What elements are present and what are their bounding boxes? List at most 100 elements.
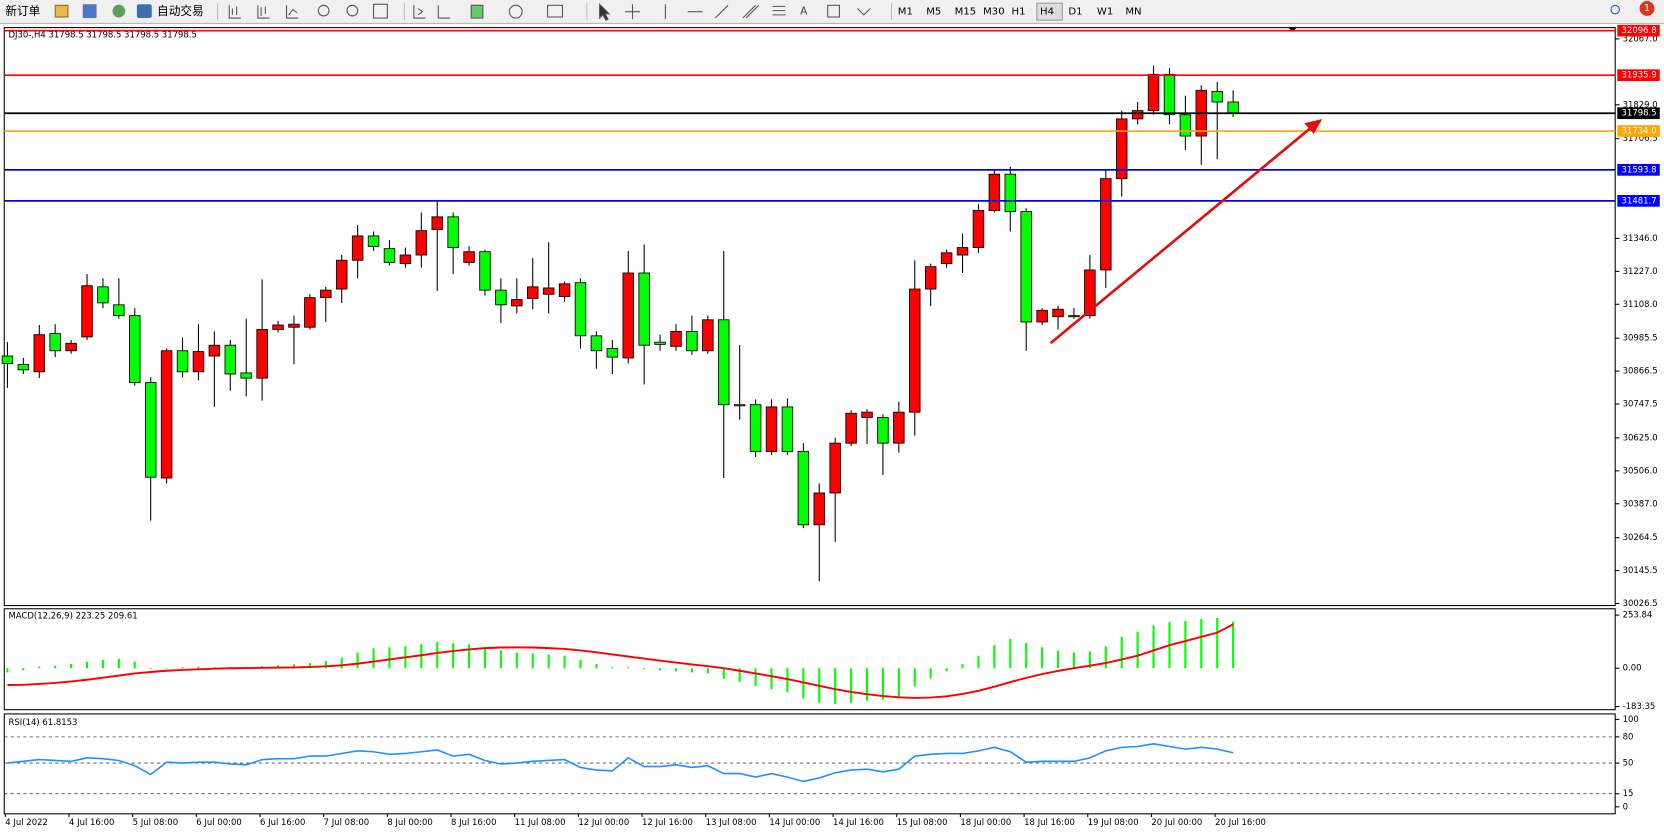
macd-bar (977, 655, 980, 669)
candle-body (1179, 114, 1192, 137)
macd-bar (754, 668, 757, 687)
candle-body (940, 252, 953, 265)
timeframe-button[interactable]: H4 (1040, 7, 1054, 18)
candle-body (1084, 269, 1096, 317)
macd-bar (499, 650, 502, 669)
y-tick-label: 80 (1623, 732, 1634, 742)
search-icon[interactable] (1610, 4, 1620, 15)
candle-body (1068, 315, 1080, 318)
y-tick-label: 30747.5 (1623, 400, 1658, 410)
candle-body (33, 334, 45, 373)
text-tool-icon[interactable]: A (800, 5, 808, 18)
timeframe-button[interactable]: H1 (1012, 7, 1026, 18)
candle-body (988, 173, 1001, 211)
candle-body (224, 344, 237, 375)
y-tick-label: 0 (1623, 802, 1628, 812)
chart-area: DJ30-,H4 31798.5 31798.5 31798.5 31798.5… (1, 24, 1660, 828)
candle-body (1020, 211, 1032, 323)
candle-body (1036, 309, 1048, 323)
x-tick-label: 11 Jul 08:00 (515, 818, 566, 828)
candle-body (861, 411, 873, 418)
macd-bar (1041, 647, 1044, 669)
x-tick-label: 6 Jul 00:00 (196, 818, 241, 828)
candle-body (1052, 308, 1064, 318)
candle-body (367, 235, 380, 247)
macd-bar (340, 657, 343, 669)
macd-bar (1184, 621, 1187, 669)
macd-bar (786, 668, 789, 693)
macd-bar (897, 668, 900, 697)
rsi-frame (3, 713, 1616, 815)
macd-bar (1232, 621, 1235, 669)
icon[interactable] (82, 4, 97, 19)
macd-signal (7, 623, 1234, 699)
toolbar: 新订单 自动交易 A M1 M5 M15 M30 H1 H4 D1 W1 MN 1 (0, 0, 1664, 24)
macd-bar (929, 668, 932, 679)
candle-body (415, 230, 428, 256)
timeframe-button[interactable]: M5 (926, 7, 941, 18)
price-level-tag (1617, 164, 1660, 176)
timeframe-button[interactable]: M15 (955, 7, 977, 18)
timeframe-button[interactable]: MN (1125, 7, 1141, 18)
y-tick-label: 31346.0 (1623, 234, 1658, 244)
x-tick-label: 12 Jul 16:00 (642, 818, 693, 828)
icon[interactable] (54, 4, 69, 18)
y-tick-label: 31108.0 (1623, 300, 1658, 310)
y-tick-label: 30506.0 (1623, 466, 1658, 476)
auto-trade-button[interactable]: 自动交易 (157, 4, 204, 18)
candle-body (463, 251, 475, 263)
price-level-label: 31935.9 (1622, 71, 1657, 81)
auto-trade-icon[interactable] (136, 4, 152, 19)
icon[interactable] (112, 4, 126, 18)
price-level-tag (1617, 69, 1660, 82)
tool-icons (217, 2, 892, 21)
macd-bar (674, 668, 678, 672)
macd-bar (563, 655, 566, 669)
macd-bar (181, 667, 184, 669)
candle-body (781, 406, 794, 452)
macd-bar (659, 668, 662, 671)
price-level-label: 32096.8 (1622, 26, 1657, 36)
macd-bar (611, 667, 614, 669)
macd-bar (531, 653, 534, 669)
macd-bar (547, 654, 550, 669)
candle-body (893, 411, 905, 444)
macd-bar (452, 643, 455, 669)
y-tick-label: 253.84 (1623, 611, 1653, 621)
timeframe-button[interactable]: W1 (1097, 7, 1113, 18)
macd-bar (722, 668, 725, 679)
timeframe-button[interactable]: M30 (983, 7, 1005, 18)
y-tick-label: 30625.0 (1623, 433, 1658, 443)
macd-bar (1072, 652, 1076, 669)
candle-body (160, 350, 173, 479)
candle-body (670, 330, 682, 347)
candle-body (192, 351, 205, 373)
x-tick-label: 20 Jul 00:00 (1151, 818, 1202, 828)
new-order-button[interactable]: 新订单 (5, 4, 40, 18)
macd-bar (1120, 636, 1123, 669)
candle-body (447, 216, 459, 248)
candle-body (1211, 91, 1223, 103)
macd-bar (1009, 638, 1012, 669)
candle-body (622, 272, 634, 359)
macd-bar (945, 668, 948, 672)
macd-bar (1216, 617, 1219, 669)
candle-body (845, 412, 857, 444)
notification-badge[interactable] (1639, 1, 1655, 16)
candle-body (256, 329, 268, 379)
price-level-tag (1617, 107, 1660, 120)
macd-bar (468, 644, 471, 669)
timeframe-button[interactable]: M1 (898, 7, 913, 18)
x-tick-label: 7 Jul 08:00 (324, 818, 369, 828)
macd-bar (308, 663, 311, 669)
x-tick-label: 13 Jul 08:00 (706, 818, 757, 828)
price-level-tag (1617, 125, 1660, 137)
y-tick-label: 32067.0 (1623, 34, 1658, 44)
timeframe-button[interactable]: D1 (1068, 7, 1082, 18)
candle-body (495, 289, 507, 306)
macd-frame (3, 608, 1616, 711)
candle-body (527, 286, 539, 299)
candle-body (479, 251, 491, 291)
